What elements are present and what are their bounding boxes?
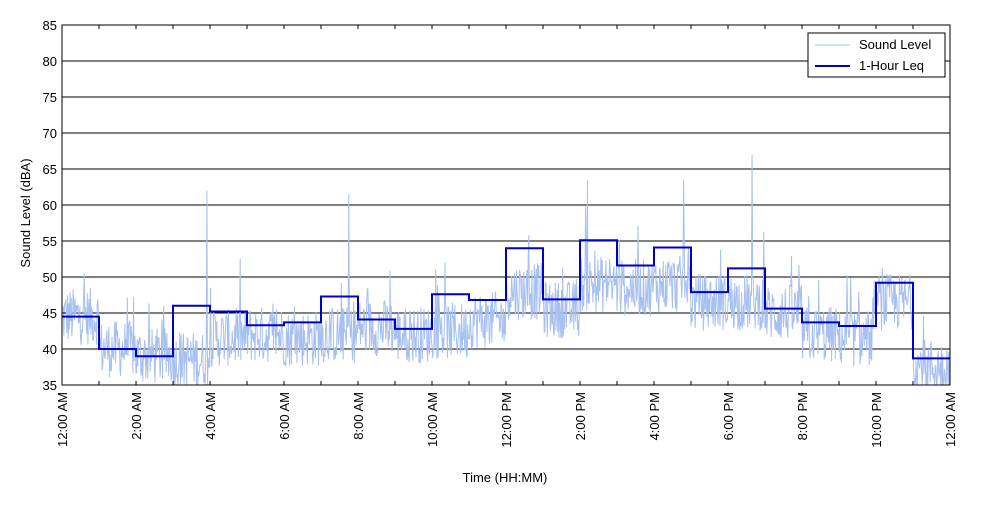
y-tick-label: 65 (43, 162, 57, 177)
series-line-1-hour-leq (62, 239, 950, 360)
series-layer (61, 154, 950, 386)
x-tick-label: 2:00 PM (573, 392, 588, 440)
x-tick-label: 12:00 AM (943, 392, 958, 447)
y-axis-label: Sound Level (dBA) (18, 158, 33, 267)
x-tick-label: 4:00 AM (203, 392, 218, 440)
y-tick-label: 75 (43, 90, 57, 105)
y-tick-label: 85 (43, 18, 57, 33)
legend: Sound Level 1-Hour Leq (807, 32, 946, 78)
legend-label-sound-level: Sound Level (859, 37, 931, 52)
x-tick-label: 4:00 PM (647, 392, 662, 440)
x-axis-label: Time (HH:MM) (463, 470, 548, 485)
y-tick-label: 40 (43, 342, 57, 357)
x-tick-label: 12:00 PM (499, 392, 514, 448)
legend-box (807, 32, 946, 78)
x-tick-label: 8:00 PM (795, 392, 810, 440)
x-tick-label: 2:00 AM (129, 392, 144, 440)
legend-label-leq: 1-Hour Leq (859, 58, 924, 73)
y-tick-label: 45 (43, 306, 57, 321)
axes-layer: 35 40 45 50 55 60 65 70 75 80 85 12:00 AM 2:00 AM 4:0… (43, 18, 958, 448)
y-tick-label: 55 (43, 234, 57, 249)
x-tick-label: 10:00 AM (425, 392, 440, 447)
x-tick-label: 6:00 PM (721, 392, 736, 440)
y-tick-label: 60 (43, 198, 57, 213)
x-tick-label: 8:00 AM (351, 392, 366, 440)
x-tick-label: 6:00 AM (277, 392, 292, 440)
x-tick-label: 10:00 PM (869, 392, 884, 448)
y-tick-label: 80 (43, 54, 57, 69)
y-tick-label: 50 (43, 270, 57, 285)
x-tick-label: 12:00 AM (55, 392, 70, 447)
y-tick-label: 35 (43, 378, 57, 393)
y-tick-label: 70 (43, 126, 57, 141)
